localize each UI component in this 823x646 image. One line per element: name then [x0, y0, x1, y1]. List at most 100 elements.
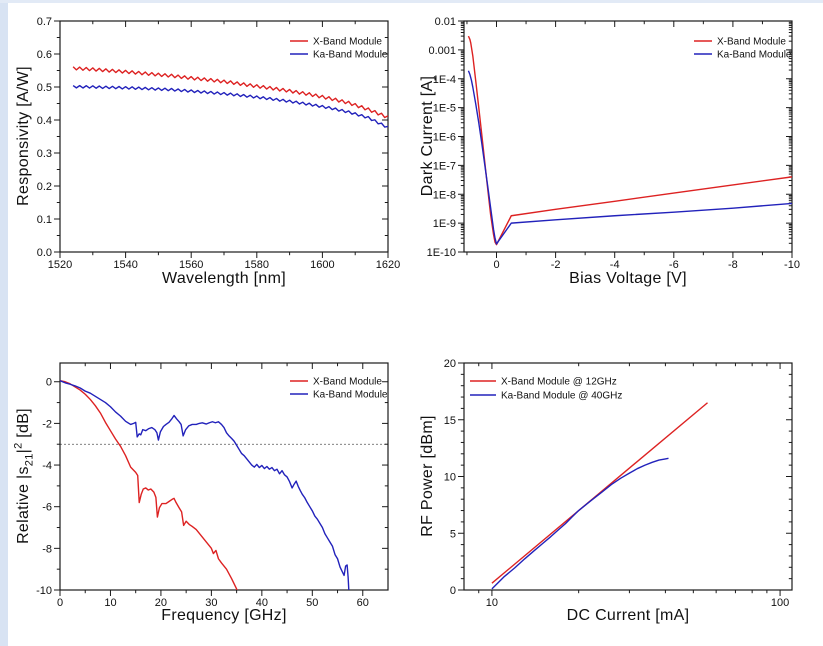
svg-text:0.2: 0.2	[37, 181, 52, 193]
svg-text:1520: 1520	[48, 259, 72, 271]
svg-text:1E-10: 1E-10	[427, 247, 456, 259]
panel-rf-power: 10 100 0 5 10 15 20 X-Band Module @ 12GHz Ka-Ban…	[412, 323, 823, 646]
svg-text:0.3: 0.3	[37, 148, 52, 160]
s21-x-axis-label: Frequency [GHz]	[161, 607, 287, 624]
s21-response-legend: X-Band Module Ka-Band Module	[290, 377, 388, 401]
responsivity-ticks	[54, 20, 389, 258]
s21-response-legend-label: X-Band Module	[313, 377, 382, 388]
rf-power-y-axis-label-text: RF Power [dBm]	[419, 415, 436, 537]
panel-responsivity: 1520 1540 1560 1580 1600 1620 0.0 0.1 0.2 0.3 0.4 0…	[8, 3, 419, 326]
page-left-margin-strip	[0, 0, 8, 646]
svg-text:-8: -8	[42, 543, 52, 555]
svg-text:-10: -10	[36, 585, 52, 597]
svg-text:0.1: 0.1	[37, 214, 52, 226]
s21-response-axis-frame	[59, 362, 389, 591]
svg-text:20: 20	[155, 597, 167, 609]
svg-text:1E-7: 1E-7	[433, 160, 456, 172]
s21-response-legend-label: Ka-Band Module	[313, 390, 388, 401]
svg-text:-10: -10	[784, 259, 800, 271]
svg-text:30: 30	[205, 597, 217, 609]
svg-text:1580: 1580	[245, 259, 269, 271]
dark-current-y-axis-label-text: Dark Current [A]	[419, 75, 436, 197]
s21-response-x-band-module-line	[60, 380, 238, 590]
responsivity-x-band-module-line	[72, 66, 388, 119]
svg-text:60: 60	[357, 597, 369, 609]
s21-label-suffix: [dB]	[15, 408, 33, 443]
rf-power-tick-labels: 10 100 0 5 10 15 20	[444, 358, 790, 609]
svg-text:0: 0	[493, 259, 499, 271]
svg-text:1600: 1600	[310, 259, 334, 271]
page-top-margin-strip	[0, 0, 823, 3]
dark-current-x-axis-label: Bias Voltage [V]	[569, 270, 687, 287]
rf-power-ka-band-module-40ghz-line	[491, 457, 669, 590]
responsivity-plot: 1520 1540 1560 1580 1600 1620 0.0 0.1 0.2 0.3 0.4 0…	[37, 16, 401, 271]
s21-label-mid: |	[15, 448, 33, 454]
svg-text:-2: -2	[551, 259, 561, 271]
svg-text:-8: -8	[728, 259, 738, 271]
s21-label-prefix: Relative |s	[15, 466, 33, 544]
svg-text:1620: 1620	[376, 259, 400, 271]
svg-text:1560: 1560	[179, 259, 203, 271]
responsivity-legend: X-Band Module Ka-Band Module	[290, 37, 388, 61]
responsivity-legend-label: Ka-Band Module	[313, 50, 388, 61]
svg-text:-2: -2	[42, 418, 52, 430]
svg-text:100: 100	[771, 597, 789, 609]
svg-text:0: 0	[57, 597, 63, 609]
svg-text:1E-6: 1E-6	[433, 132, 456, 144]
dark-current-plot: 0 -2 -4 -6 -8 -10 0.01 0.001 1E-4 1E-5 1E-6 1E-7 1E-…	[427, 16, 800, 271]
s21-response-tick-labels: 0 10 20 30 40 50 60 0 -2 -4 -6 -8 -10	[36, 377, 369, 609]
svg-text:1E-4: 1E-4	[433, 74, 456, 86]
s21-response-plot: 0 10 20 30 40 50 60 0 -2 -4 -6 -8 -10 X-Band Module Ka…	[36, 362, 389, 609]
svg-text:5: 5	[450, 528, 456, 540]
svg-text:40: 40	[256, 597, 268, 609]
rf-power-legend: X-Band Module @ 12GHz Ka-Band Module @ 40…	[470, 377, 622, 402]
panel-dark-current: 0 -2 -4 -6 -8 -10 0.01 0.001 1E-4 1E-5 1E-6 1E-7 1E-…	[412, 3, 823, 326]
dark-current-legend-label: X-Band Module	[717, 37, 786, 48]
svg-text:0.001: 0.001	[428, 45, 456, 57]
responsivity-x-axis-label: Wavelength [nm]	[162, 270, 286, 287]
responsivity-y-axis-label: Responsivity [A/W]	[15, 66, 33, 206]
svg-text:1E-9: 1E-9	[433, 218, 456, 230]
dark-current-legend: X-Band Module Ka-Band Module	[694, 37, 792, 61]
svg-text:0.6: 0.6	[37, 49, 52, 61]
svg-text:0.4: 0.4	[37, 115, 52, 127]
svg-text:-4: -4	[42, 460, 52, 472]
s21-label-superscript: 2	[12, 442, 25, 449]
dark-current-x-band-module-line	[467, 35, 792, 246]
rf-power-ticks	[458, 362, 792, 596]
svg-text:-4: -4	[610, 259, 620, 271]
svg-text:20: 20	[444, 358, 456, 370]
dark-current-y-axis-label: Dark Current [A]	[419, 76, 437, 196]
svg-text:10: 10	[486, 597, 498, 609]
svg-text:1E-5: 1E-5	[433, 103, 456, 115]
svg-text:15: 15	[444, 415, 456, 427]
svg-text:-6: -6	[669, 259, 679, 271]
svg-text:0.01: 0.01	[435, 16, 456, 28]
svg-text:50: 50	[306, 597, 318, 609]
svg-text:10: 10	[104, 597, 116, 609]
rf-power-plot: 10 100 0 5 10 15 20 X-Band Module @ 12GHz Ka-Ban…	[444, 358, 793, 609]
s21-response-ka-band-module-line	[60, 380, 350, 590]
svg-text:0.5: 0.5	[37, 82, 52, 94]
dark-current-legend-label: Ka-Band Module	[717, 50, 792, 61]
svg-text:0.7: 0.7	[37, 16, 52, 28]
rf-power-legend-label: Ka-Band Module @ 40GHz	[501, 391, 622, 402]
rf-power-y-axis-label: RF Power [dBm]	[419, 415, 437, 537]
svg-text:0.0: 0.0	[37, 247, 52, 259]
s21-label-subscript: 21	[23, 453, 36, 467]
svg-text:0: 0	[450, 585, 456, 597]
dark-current-ka-band-module-line	[467, 70, 792, 245]
responsivity-tick-labels: 1520 1540 1560 1580 1600 1620 0.0 0.1 0.2 0.3 0.4 0…	[37, 16, 401, 271]
dark-current-tick-labels: 0 -2 -4 -6 -8 -10 0.01 0.001 1E-4 1E-5 1E-6 1E-7 1E-…	[427, 16, 800, 271]
rf-power-legend-label: X-Band Module @ 12GHz	[501, 377, 617, 388]
svg-text:1540: 1540	[113, 259, 137, 271]
panel-s21-response: 0 10 20 30 40 50 60 0 -2 -4 -6 -8 -10 X-Band Module Ka…	[8, 323, 419, 646]
s21-response-ticks	[54, 363, 388, 596]
responsivity-y-axis-label-text: Responsivity [A/W]	[15, 66, 32, 206]
responsivity-legend-label: X-Band Module	[313, 37, 382, 48]
s21-y-axis-label: Relative |s21|2 [dB]	[13, 408, 36, 544]
svg-text:10: 10	[444, 472, 456, 484]
svg-text:-6: -6	[42, 502, 52, 514]
rf-power-x-axis-label: DC Current [mA]	[566, 607, 690, 624]
